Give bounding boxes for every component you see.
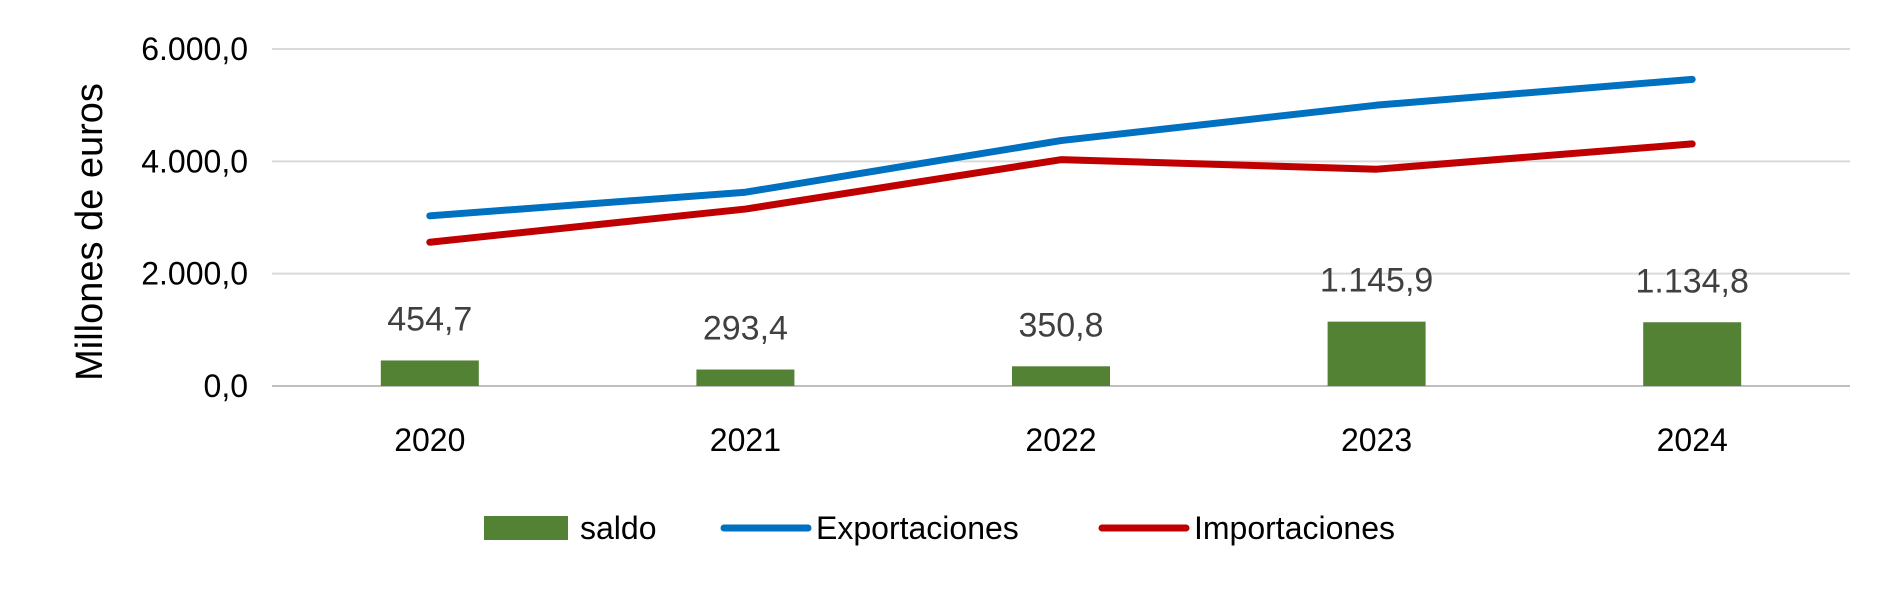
data-label-saldo-2023: 1.145,9: [1320, 262, 1433, 300]
data-label-saldo-2020: 454,7: [387, 300, 472, 338]
x-tick-label: 2024: [1657, 422, 1728, 458]
line-importaciones: [426, 140, 1696, 246]
bar-saldo-2023: [1327, 321, 1426, 386]
legend-label-exportaciones: Exportaciones: [816, 510, 1019, 546]
bar-saldo-2022: [1012, 366, 1110, 386]
y-tick-label: 6.000,0: [141, 31, 248, 67]
y-tick-label: 4.000,0: [141, 143, 248, 179]
data-label-saldo-2024: 1.134,8: [1635, 262, 1748, 300]
x-tick-label: 2020: [394, 422, 465, 458]
bar-series: [380, 321, 1742, 386]
legend-label-importaciones: Importaciones: [1194, 510, 1395, 546]
bar-saldo-2024: [1643, 322, 1742, 386]
data-label-saldo-2021: 293,4: [703, 310, 788, 348]
y-tick-label: 0,0: [204, 368, 248, 404]
legend-label-saldo: saldo: [580, 510, 657, 546]
legend-swatch-saldo: [484, 516, 568, 540]
data-labels: 454,7 293,4 350,8 1.145,9 1.134,8: [387, 262, 1749, 348]
y-tick-label: 2.000,0: [141, 256, 248, 292]
bar-saldo-2020: [380, 360, 479, 386]
x-tick-label: 2023: [1341, 422, 1412, 458]
y-axis-label: Millones de euros: [69, 83, 111, 381]
x-axis-ticks: 2020 2021 2022 2023 2024: [394, 422, 1728, 458]
x-tick-label: 2021: [710, 422, 781, 458]
data-label-saldo-2022: 350,8: [1018, 306, 1103, 344]
x-tick-label: 2022: [1025, 422, 1096, 458]
legend: saldo Exportaciones Importaciones: [484, 510, 1395, 546]
line-exportaciones: [426, 75, 1696, 220]
y-axis-ticks: 0,0 2.000,0 4.000,0 6.000,0: [141, 31, 248, 404]
bar-saldo-2021: [696, 369, 795, 386]
line-series: [426, 75, 1696, 246]
